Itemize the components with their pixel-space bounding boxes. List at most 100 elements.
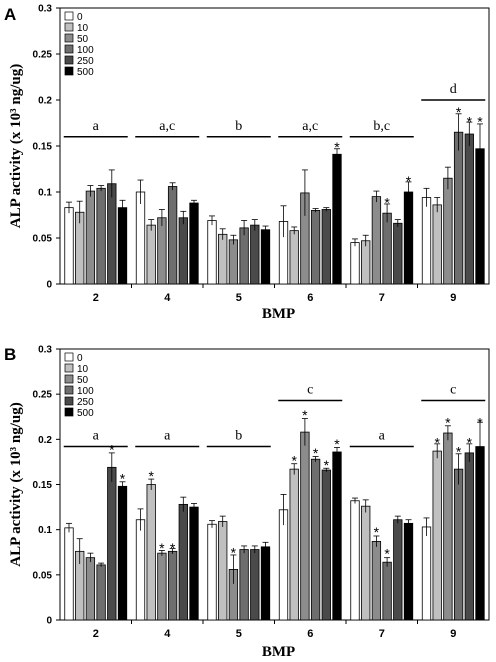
y-tick-label: 0.25 xyxy=(33,390,53,401)
bar xyxy=(85,190,96,285)
y-axis-title: ALP activity (x 10³ ng/ug) xyxy=(8,64,24,229)
group-label: a xyxy=(164,429,171,444)
group-label: a xyxy=(93,119,100,134)
bar xyxy=(453,468,464,621)
bar xyxy=(189,202,199,285)
group-label: a,c xyxy=(302,119,318,134)
bar xyxy=(278,509,289,621)
legend-swatch xyxy=(64,385,74,395)
x-axis-title: BMP xyxy=(262,644,295,660)
chart-panel-b: B 0 0.05 0.1 0.15 0.2 0.25 0.3 ALP activity (x 1… xyxy=(4,345,490,660)
significance-star: * xyxy=(120,470,126,486)
legend-swatch xyxy=(64,44,74,54)
group-label: a,c xyxy=(159,119,175,134)
bar xyxy=(350,500,360,621)
bar xyxy=(361,240,371,285)
bar xyxy=(321,469,331,621)
significance-star: * xyxy=(384,194,390,210)
significance-star: * xyxy=(334,139,340,155)
bar xyxy=(443,177,453,285)
group-label: b xyxy=(235,119,242,134)
y-tick-label: 0.3 xyxy=(38,4,52,15)
bar xyxy=(289,230,299,285)
bar xyxy=(350,242,360,285)
significance-star: * xyxy=(467,113,473,129)
bar xyxy=(107,183,117,285)
y-tick-label: 0.2 xyxy=(38,435,52,446)
bar xyxy=(157,552,167,621)
significance-star: * xyxy=(291,452,297,468)
legend-swatch xyxy=(64,352,74,362)
y-tick-label: 0 xyxy=(46,280,52,291)
bar xyxy=(146,484,156,621)
bar xyxy=(207,523,217,621)
group-label: d xyxy=(450,82,457,97)
bar xyxy=(361,505,371,621)
bar xyxy=(475,446,485,621)
significance-star: * xyxy=(148,468,154,484)
y-tick-label: 0 xyxy=(46,616,52,627)
legend-label: 500 xyxy=(77,67,94,78)
bar xyxy=(464,452,474,621)
bar xyxy=(421,526,432,621)
bar xyxy=(382,212,392,285)
x-category-label: 7 xyxy=(379,628,385,640)
legend-swatch xyxy=(64,396,74,406)
bar xyxy=(250,224,260,285)
bar xyxy=(207,220,217,285)
significance-star: * xyxy=(406,173,412,189)
bar xyxy=(239,549,249,621)
legend-swatch xyxy=(64,407,74,417)
group-label: b xyxy=(235,429,242,444)
significance-star: * xyxy=(324,457,330,473)
bar xyxy=(178,217,188,285)
legend-swatch xyxy=(64,22,74,32)
bar xyxy=(289,468,299,621)
significance-star: * xyxy=(445,414,451,430)
bar xyxy=(310,209,321,285)
bar xyxy=(260,229,271,285)
significance-star: * xyxy=(477,113,483,129)
bar xyxy=(432,450,442,621)
significance-star: * xyxy=(434,434,440,450)
legend-swatch xyxy=(64,363,74,373)
x-category-label: 4 xyxy=(164,628,171,640)
x-category-label: 4 xyxy=(164,292,171,304)
bar xyxy=(167,186,178,285)
bar xyxy=(332,153,342,285)
y-tick-label: 0.1 xyxy=(38,525,52,536)
x-category-label: 9 xyxy=(450,292,456,304)
bar xyxy=(393,222,403,285)
bar xyxy=(310,458,321,621)
y-tick-label: 0.15 xyxy=(33,142,53,153)
legend-label: 0 xyxy=(77,353,83,364)
bar xyxy=(64,527,74,621)
significance-star: * xyxy=(374,524,380,540)
legend-label: 500 xyxy=(77,408,94,419)
x-category-label: 5 xyxy=(236,628,242,640)
legend-label: 100 xyxy=(77,45,94,56)
bar xyxy=(146,224,156,285)
group-label: b,c xyxy=(373,119,390,134)
y-tick-label: 0.3 xyxy=(38,345,52,356)
x-axis-title: BMP xyxy=(262,306,295,322)
group-label: c xyxy=(450,382,456,397)
y-tick-label: 0.05 xyxy=(33,570,53,581)
bar xyxy=(157,217,167,285)
bar xyxy=(382,561,392,621)
group-label: c xyxy=(307,382,313,397)
legend-label: 250 xyxy=(77,397,94,408)
bar xyxy=(135,519,146,621)
group-label: a xyxy=(379,429,386,444)
bar xyxy=(228,239,239,285)
legend-swatch xyxy=(64,66,74,76)
significance-star: * xyxy=(313,445,319,461)
bar xyxy=(218,233,228,285)
bar xyxy=(464,133,474,285)
bar xyxy=(403,191,414,285)
bar xyxy=(300,431,310,621)
x-category-label: 6 xyxy=(307,292,313,304)
bar xyxy=(96,564,106,621)
bar xyxy=(117,207,128,285)
